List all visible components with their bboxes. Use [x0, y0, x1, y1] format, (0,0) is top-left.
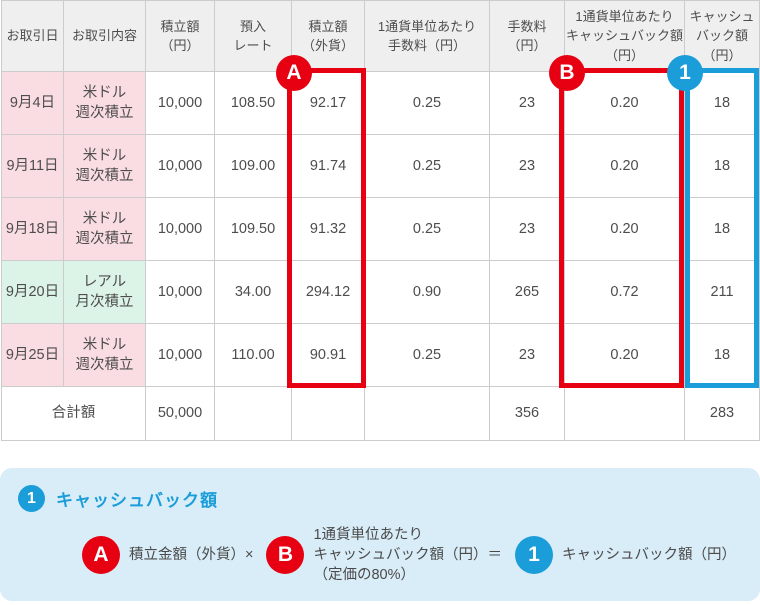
- header-transaction-date: お取引日: [1, 0, 64, 72]
- cell-fee: 23: [489, 323, 565, 387]
- cell-type: 米ドル 週次積立: [63, 323, 146, 387]
- cell-cashback: 18: [684, 197, 760, 261]
- cell-date: 9月4日: [1, 71, 64, 135]
- header-deposit-rate: 預入 レート: [214, 0, 292, 72]
- header-fee: 手数料 （円）: [489, 0, 565, 72]
- cell-cashback: 211: [684, 260, 760, 324]
- transactions-table: お取引日 お取引内容 積立額 （円） 預入 レート 積立額 （外貨） 1通貨単位…: [1, 0, 760, 441]
- legend-number-1-icon: 1: [18, 485, 45, 512]
- cell-amount-jpy: 10,000: [145, 197, 215, 261]
- cell-rate: 110.00: [214, 323, 292, 387]
- cell-cashback-per-unit: 0.72: [564, 260, 685, 324]
- table-row: 9月18日 米ドル 週次積立 10,000 109.50 91.32 0.25 …: [1, 197, 760, 261]
- table-row: 9月20日 レアル 月次積立 10,000 34.00 294.12 0.90 …: [1, 260, 760, 324]
- cashback-formula: A 積立金額（外貨）× B 1通貨単位あたり キャッシュバック額（円）＝ （定価…: [82, 525, 760, 585]
- cell-cashback: 18: [684, 323, 760, 387]
- header-transaction-type: お取引内容: [63, 0, 146, 72]
- cell-amount-jpy: 10,000: [145, 134, 215, 198]
- formula-badge-b-icon: B: [266, 536, 305, 574]
- cell-fee: 23: [489, 134, 565, 198]
- total-label: 合計額: [1, 386, 146, 441]
- table-total-row: 合計額 50,000 356 283: [1, 386, 760, 441]
- cell-fee-per-unit: 0.25: [364, 71, 490, 135]
- cell-amount-fx: 91.32: [291, 197, 365, 261]
- table-row: 9月25日 米ドル 週次積立 10,000 110.00 90.91 0.25 …: [1, 323, 760, 387]
- total-cashback: 283: [684, 386, 760, 441]
- cell-rate: 34.00: [214, 260, 292, 324]
- legend-title: キャッシュバック額: [56, 491, 218, 510]
- header-amount-fx: 積立額 （外貨）: [291, 0, 365, 72]
- cell-amount-fx: 90.91: [291, 323, 365, 387]
- cell-date: 9月25日: [1, 323, 64, 387]
- total-amount-jpy: 50,000: [145, 386, 215, 441]
- cell-fee-per-unit: 0.25: [364, 323, 490, 387]
- total-fee: 356: [489, 386, 565, 441]
- cell-cashback-per-unit: 0.20: [564, 197, 685, 261]
- cell-fee-per-unit: 0.90: [364, 260, 490, 324]
- header-cashback-per-unit: 1通貨単位あたり キャッシュバック額 （円）: [564, 0, 685, 72]
- total-amount-fx-empty: [291, 386, 365, 441]
- badge-b-icon: B: [549, 55, 585, 91]
- cashback-legend-panel: 1 キャッシュバック額 A 積立金額（外貨）× B 1通貨単位あたり キャッシュ…: [0, 468, 760, 601]
- header-fee-per-unit: 1通貨単位あたり 手数料（円）: [364, 0, 490, 72]
- cell-amount-fx: 294.12: [291, 260, 365, 324]
- cell-date: 9月18日: [1, 197, 64, 261]
- cell-amount-jpy: 10,000: [145, 260, 215, 324]
- cell-type: 米ドル 週次積立: [63, 134, 146, 198]
- cell-fee: 265: [489, 260, 565, 324]
- formula-term-b: 1通貨単位あたり キャッシュバック額（円）＝ （定価の80%）: [313, 527, 502, 583]
- header-cashback: キャッシュ バック額 （円）: [684, 0, 760, 72]
- cell-cashback: 18: [684, 134, 760, 198]
- cell-fee-per-unit: 0.25: [364, 197, 490, 261]
- table-row: 9月11日 米ドル 週次積立 10,000 109.00 91.74 0.25 …: [1, 134, 760, 198]
- cell-cashback-per-unit: 0.20: [564, 134, 685, 198]
- cell-type: 米ドル 週次積立: [63, 71, 146, 135]
- table-header-row: お取引日 お取引内容 積立額 （円） 預入 レート 積立額 （外貨） 1通貨単位…: [1, 0, 760, 72]
- cell-fee-per-unit: 0.25: [364, 134, 490, 198]
- cell-rate: 109.00: [214, 134, 292, 198]
- cell-date: 9月20日: [1, 260, 64, 324]
- header-amount-jpy: 積立額 （円）: [145, 0, 215, 72]
- total-fee-per-unit-empty: [364, 386, 490, 441]
- cell-amount-jpy: 10,000: [145, 323, 215, 387]
- legend-title-row: 1 キャッシュバック額: [0, 468, 760, 512]
- cell-type: 米ドル 週次積立: [63, 197, 146, 261]
- total-cashback-per-unit-empty: [564, 386, 685, 441]
- table-row: 9月4日 米ドル 週次積立 10,000 108.50 92.17 0.25 2…: [1, 71, 760, 135]
- formula-term-a: 積立金額（外貨）×: [129, 547, 254, 563]
- formula-badge-1-icon: 1: [514, 536, 553, 574]
- cell-date: 9月11日: [1, 134, 64, 198]
- cell-type: レアル 月次積立: [63, 260, 146, 324]
- formula-term-result: キャッシュバック額（円）: [561, 547, 736, 563]
- formula-badge-a-icon: A: [82, 536, 120, 574]
- badge-1-icon: 1: [667, 55, 703, 91]
- cell-amount-jpy: 10,000: [145, 71, 215, 135]
- cell-fee: 23: [489, 197, 565, 261]
- cell-rate: 109.50: [214, 197, 292, 261]
- badge-a-icon: A: [276, 55, 312, 91]
- total-rate-empty: [214, 386, 292, 441]
- cell-amount-fx: 91.74: [291, 134, 365, 198]
- cell-cashback-per-unit: 0.20: [564, 323, 685, 387]
